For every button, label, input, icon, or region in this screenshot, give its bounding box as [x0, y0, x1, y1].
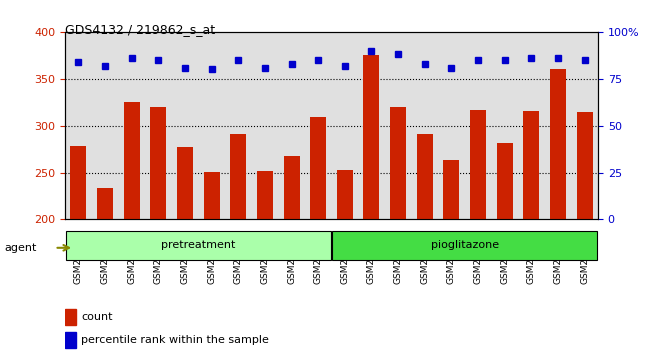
Bar — [417, 134, 433, 354]
Bar — [203, 172, 220, 354]
Bar — [65, 332, 75, 348]
Bar — [470, 110, 486, 354]
Text: count: count — [81, 312, 112, 322]
Bar — [523, 111, 540, 354]
Bar — [65, 309, 75, 325]
Bar — [310, 117, 326, 354]
Bar — [497, 143, 513, 354]
Bar — [443, 160, 460, 354]
Bar — [283, 156, 300, 354]
Bar — [257, 171, 273, 354]
Bar — [66, 231, 331, 259]
Bar — [70, 146, 86, 354]
Text: GDS4132 / 219862_s_at: GDS4132 / 219862_s_at — [65, 23, 215, 36]
Bar — [550, 69, 566, 354]
Bar — [177, 147, 193, 354]
Bar — [390, 107, 406, 354]
Bar — [97, 188, 113, 354]
Text: percentile rank within the sample: percentile rank within the sample — [81, 335, 269, 346]
Text: pioglitazone: pioglitazone — [431, 240, 499, 250]
Text: pretreatment: pretreatment — [161, 240, 235, 250]
Bar — [230, 134, 246, 354]
Bar — [124, 102, 140, 354]
Bar — [363, 55, 380, 354]
Bar — [337, 170, 353, 354]
Bar — [332, 231, 597, 259]
Bar — [150, 107, 166, 354]
Text: agent: agent — [4, 243, 36, 253]
Bar — [577, 112, 593, 354]
